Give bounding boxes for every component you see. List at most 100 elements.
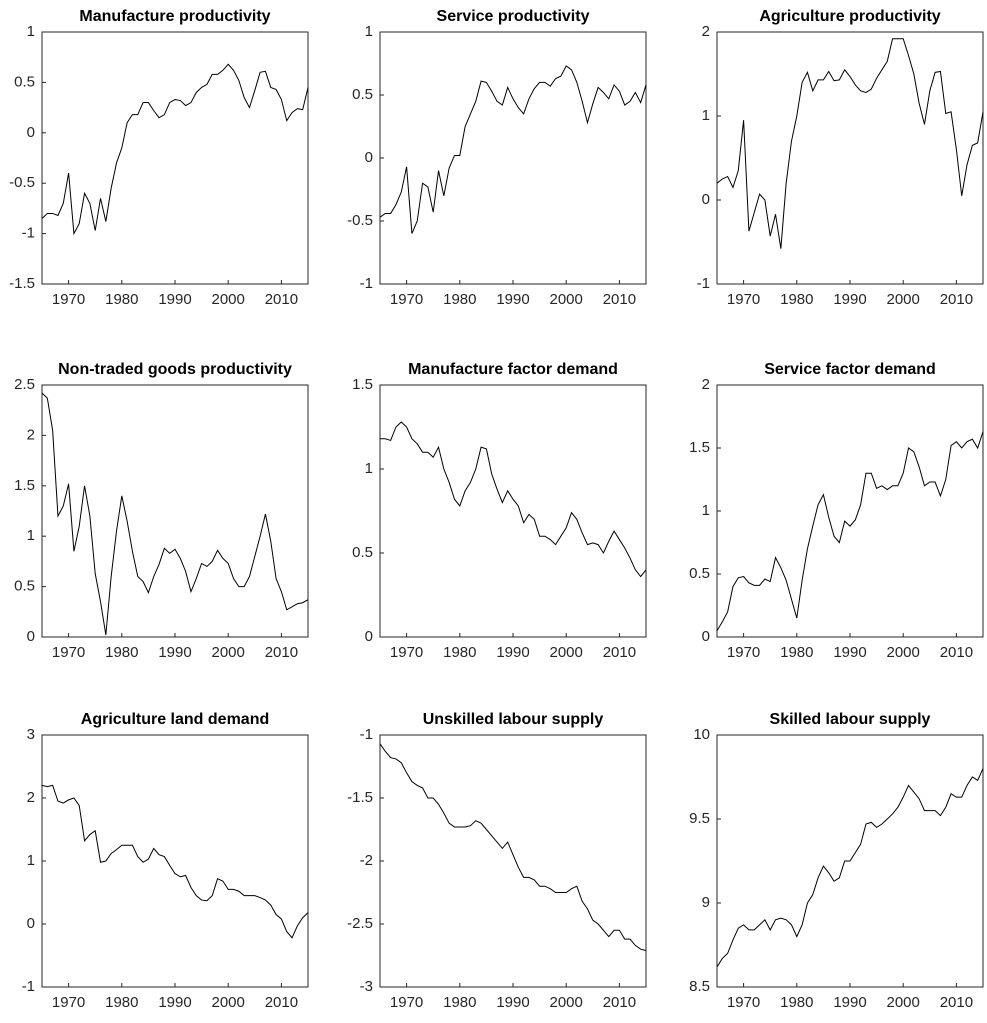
panel: Agriculture productivity -1 0 1 2 1970 1980 199…	[697, 8, 984, 308]
y-tick-label: 1	[702, 107, 710, 124]
x-tick-label: 1980	[443, 994, 476, 1011]
y-tick-label: 0	[702, 628, 710, 645]
x-tick-label: 1990	[158, 291, 191, 308]
x-tick-label: 1990	[496, 994, 529, 1011]
y-tick-label: 1.5	[352, 376, 373, 393]
x-tick-label: 2000	[550, 644, 583, 661]
y-tick-label: -0.5	[9, 174, 35, 191]
y-tick-label: -1.5	[347, 789, 373, 806]
y-tick-label: 1	[702, 502, 710, 519]
y-tick-label: -1	[22, 225, 35, 242]
x-tick-label: 2010	[940, 291, 973, 308]
x-tick-label: 2000	[887, 644, 920, 661]
x-tick-label: 1990	[496, 644, 529, 661]
chart-title: Service factor demand	[764, 361, 936, 378]
x-tick-label: 1990	[833, 994, 866, 1011]
axes-box	[716, 31, 984, 285]
y-tick-label: 10	[693, 726, 710, 743]
series-line	[716, 431, 984, 631]
y-tick-label: 2	[27, 426, 35, 443]
axes-box	[41, 734, 309, 988]
y-tick-label: -1.5	[9, 275, 35, 292]
y-tick-label: 8.5	[689, 978, 710, 995]
chart-title: Agriculture productivity	[759, 8, 940, 25]
x-tick-label: 2010	[940, 644, 973, 661]
y-tick-label: -2.5	[347, 915, 373, 932]
x-tick-label: 2000	[550, 291, 583, 308]
x-tick-label: 1990	[158, 994, 191, 1011]
panel: Manufacture productivity -1.5 -1 -0.5 0 0.5 1 1…	[9, 8, 309, 308]
x-tick-label: 1990	[158, 644, 191, 661]
x-tick-label: 1990	[833, 291, 866, 308]
axes-box	[41, 384, 309, 638]
y-tick-label: 1.5	[14, 477, 35, 494]
y-tick-label: 1	[27, 23, 35, 40]
y-tick-label: 2	[702, 23, 710, 40]
y-tick-label: 0.5	[352, 544, 373, 561]
panel: Service productivity -1 -0.5 0 0.5 1 1970 1980 1…	[347, 8, 647, 308]
axes-box	[716, 384, 984, 638]
x-tick-label: 1970	[727, 644, 760, 661]
y-tick-label: -3	[360, 978, 373, 995]
x-tick-label: 2010	[603, 994, 636, 1011]
chart-title: Manufacture factor demand	[408, 361, 618, 378]
x-tick-label: 2000	[212, 291, 245, 308]
x-tick-label: 1980	[780, 644, 813, 661]
chart-title: Unskilled labour supply	[423, 711, 604, 728]
y-tick-label: 0	[27, 915, 35, 932]
x-tick-label: 2000	[550, 994, 583, 1011]
y-tick-label: 9	[702, 894, 710, 911]
y-tick-label: 1	[365, 460, 373, 477]
series-line	[716, 768, 984, 968]
x-tick-label: 1990	[496, 291, 529, 308]
x-tick-label: 1980	[780, 994, 813, 1011]
x-tick-label: 2000	[212, 994, 245, 1011]
x-tick-label: 1970	[390, 291, 423, 308]
y-tick-label: 2.5	[14, 376, 35, 393]
x-tick-label: 2010	[940, 994, 973, 1011]
x-tick-label: 1970	[390, 644, 423, 661]
x-tick-label: 1980	[780, 291, 813, 308]
panel: Skilled labour supply 8.5 9 9.5 10 1970 1980 19…	[689, 711, 984, 1011]
x-tick-label: 1980	[443, 291, 476, 308]
chart-title: Service productivity	[437, 8, 590, 25]
series-line	[41, 63, 309, 236]
series-line	[716, 38, 984, 249]
x-tick-label: 1970	[727, 994, 760, 1011]
y-tick-label: 1.5	[689, 439, 710, 456]
panel: Service factor demand 0 0.5 1 1.5 2 1970 1980 19…	[689, 361, 984, 661]
panel: Unskilled labour supply -3 -2.5 -2 -1.5 -1 197…	[347, 711, 647, 1011]
y-tick-label: -1	[360, 726, 373, 743]
x-tick-label: 2000	[887, 994, 920, 1011]
x-tick-label: 2000	[887, 291, 920, 308]
y-tick-label: -1	[697, 275, 710, 292]
y-tick-label: 0	[27, 628, 35, 645]
y-tick-label: 1	[365, 23, 373, 40]
y-tick-label: 0.5	[689, 565, 710, 582]
x-tick-label: 1980	[105, 994, 138, 1011]
x-tick-label: 1980	[443, 644, 476, 661]
y-tick-label: -0.5	[347, 212, 373, 229]
panel: Non-traded goods productivity 0 0.5 1 1.5 2 2.…	[14, 361, 309, 661]
y-tick-label: 9.5	[689, 810, 710, 827]
x-tick-label: 2000	[212, 644, 245, 661]
y-tick-label: -1	[360, 275, 373, 292]
panel: Manufacture factor demand 0 0.5 1 1.5 1970 198…	[352, 361, 647, 661]
chart-title: Agriculture land demand	[81, 711, 269, 728]
y-tick-label: -1	[22, 978, 35, 995]
y-tick-label: 0	[702, 191, 710, 208]
axes-box	[379, 734, 647, 988]
x-tick-label: 1970	[52, 291, 85, 308]
chart-title: Manufacture productivity	[79, 8, 270, 25]
x-tick-label: 1970	[52, 644, 85, 661]
chart-title: Skilled labour supply	[770, 711, 931, 728]
y-tick-label: 1	[27, 852, 35, 869]
x-tick-label: 2010	[265, 994, 298, 1011]
x-tick-label: 1970	[390, 994, 423, 1011]
series-line	[380, 421, 647, 578]
series-line	[379, 65, 647, 234]
y-tick-label: 0	[27, 124, 35, 141]
panel: Agriculture land demand -1 0 1 2 3 1970 1980 199…	[22, 711, 309, 1011]
chart-title: Non-traded goods productivity	[58, 361, 292, 378]
